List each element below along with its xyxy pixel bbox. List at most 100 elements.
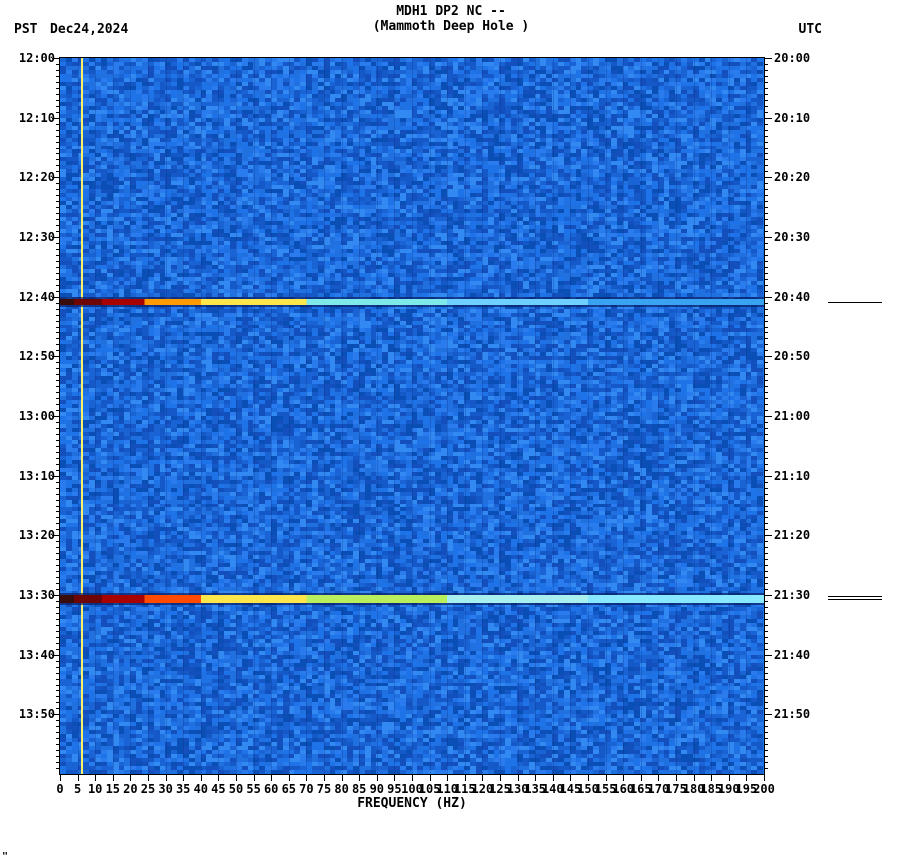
y-left-minor-tick [56, 577, 60, 578]
y-left-minor-tick [56, 488, 60, 489]
y-right-tick [764, 476, 772, 477]
x-tick [518, 774, 519, 781]
y-left-minor-tick [56, 756, 60, 757]
y-right-minor-tick [764, 124, 768, 125]
y-left-minor-tick [56, 368, 60, 369]
y-left-minor-tick [56, 76, 60, 77]
grid-vline [236, 58, 237, 774]
y-left-minor-tick [56, 88, 60, 89]
x-tick [342, 774, 343, 781]
persistent-tone-line [81, 58, 83, 774]
y-right-tick [764, 118, 772, 119]
grid-vline [729, 58, 730, 774]
y-left-minor-tick [56, 249, 60, 250]
y-left-minor-tick [56, 643, 60, 644]
y-right-minor-tick [764, 613, 768, 614]
y-left-tick-label: 13:50 [10, 707, 55, 721]
y-right-tick-label: 21:50 [774, 707, 819, 721]
y-left-minor-tick [56, 386, 60, 387]
grid-vline [711, 58, 712, 774]
y-right-tick [764, 655, 772, 656]
grid-vline [412, 58, 413, 774]
y-right-minor-tick [764, 380, 768, 381]
date-left-label: Dec24,2024 [50, 22, 128, 37]
grid-vline [113, 58, 114, 774]
y-left-minor-tick [56, 303, 60, 304]
y-left-tick-label: 13:30 [10, 588, 55, 602]
y-left-tick-label: 13:00 [10, 409, 55, 423]
y-right-minor-tick [764, 255, 768, 256]
y-left-minor-tick [56, 434, 60, 435]
y-left-minor-tick [56, 94, 60, 95]
y-left-minor-tick [56, 565, 60, 566]
y-left-minor-tick [56, 583, 60, 584]
grid-vline [78, 58, 79, 774]
y-right-minor-tick [764, 207, 768, 208]
x-tick [500, 774, 501, 781]
y-right-minor-tick [764, 344, 768, 345]
x-tick [183, 774, 184, 781]
y-left-minor-tick [56, 464, 60, 465]
y-left-minor-tick [56, 667, 60, 668]
x-tick [148, 774, 149, 781]
y-right-minor-tick [764, 398, 768, 399]
grid-vline [606, 58, 607, 774]
y-right-minor-tick [764, 559, 768, 560]
title-block: MDH1 DP2 NC -- (Mammoth Deep Hole ) [0, 4, 902, 34]
y-left-minor-tick [56, 506, 60, 507]
y-left-minor-tick [56, 571, 60, 572]
x-tick [78, 774, 79, 781]
grid-vline [377, 58, 378, 774]
x-tick [166, 774, 167, 781]
y-left-minor-tick [56, 768, 60, 769]
y-left-minor-tick [56, 679, 60, 680]
y-left-minor-tick [56, 702, 60, 703]
x-tick [254, 774, 255, 781]
y-left-minor-tick [56, 183, 60, 184]
x-tick-label: 200 [752, 782, 776, 796]
y-left-minor-tick [56, 321, 60, 322]
y-left-minor-tick [56, 553, 60, 554]
y-right-minor-tick [764, 303, 768, 304]
grid-vline [518, 58, 519, 774]
event-marker-line [828, 302, 882, 303]
y-left-tick [52, 416, 60, 417]
grid-vline [218, 58, 219, 774]
y-right-minor-tick [764, 201, 768, 202]
y-left-minor-tick [56, 100, 60, 101]
y-right-minor-tick [764, 315, 768, 316]
y-left-tick-label: 13:10 [10, 469, 55, 483]
x-tick [113, 774, 114, 781]
y-right-minor-tick [764, 631, 768, 632]
grid-vline [588, 58, 589, 774]
y-left-minor-tick [56, 267, 60, 268]
y-right-minor-tick [764, 350, 768, 351]
y-left-minor-tick [56, 547, 60, 548]
y-left-minor-tick [56, 195, 60, 196]
y-right-tick-label: 21:10 [774, 469, 819, 483]
y-right-minor-tick [764, 362, 768, 363]
y-right-minor-tick [764, 165, 768, 166]
x-tick [447, 774, 448, 781]
grid-vline [447, 58, 448, 774]
y-right-minor-tick [764, 285, 768, 286]
y-left-minor-tick [56, 112, 60, 113]
y-right-minor-tick [764, 136, 768, 137]
grid-vline [254, 58, 255, 774]
y-left-minor-tick [56, 344, 60, 345]
y-right-minor-tick [764, 541, 768, 542]
y-left-minor-tick [56, 279, 60, 280]
y-left-minor-tick [56, 243, 60, 244]
stray-mark: " [2, 851, 8, 862]
y-left-tick [52, 356, 60, 357]
grid-vline [482, 58, 483, 774]
y-right-minor-tick [764, 732, 768, 733]
y-right-minor-tick [764, 392, 768, 393]
y-right-minor-tick [764, 696, 768, 697]
y-right-minor-tick [764, 231, 768, 232]
y-left-minor-tick [56, 523, 60, 524]
y-right-tick [764, 535, 772, 536]
y-right-tick-label: 21:40 [774, 648, 819, 662]
grid-vline [289, 58, 290, 774]
grid-vline [306, 58, 307, 774]
